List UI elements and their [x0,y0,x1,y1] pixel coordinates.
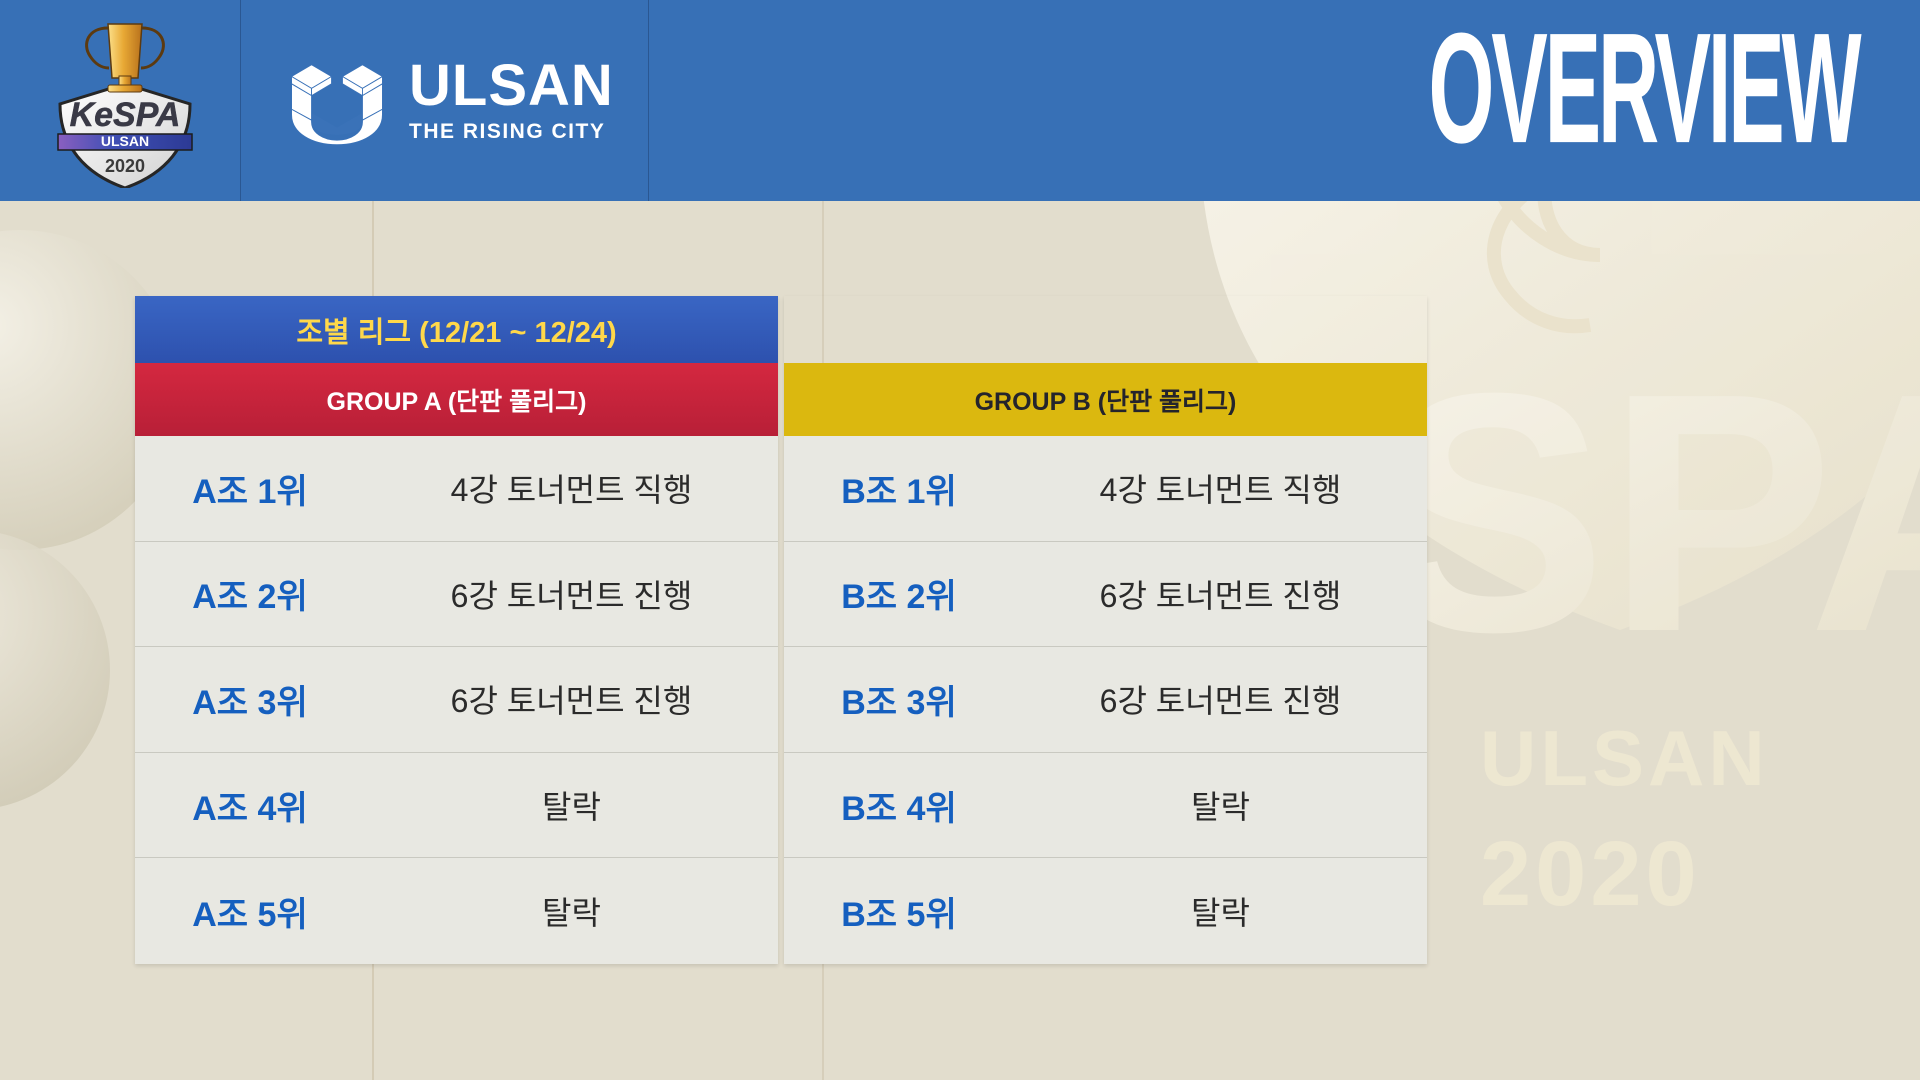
svg-text:SPA: SPA [1380,323,1920,703]
svg-text:KeSPA: KeSPA [70,96,181,134]
svg-text:2020: 2020 [105,156,145,176]
svg-text:2020: 2020 [1480,823,1701,925]
svg-text:ULSAN: ULSAN [1480,714,1769,802]
svg-text:ULSAN: ULSAN [101,133,149,149]
